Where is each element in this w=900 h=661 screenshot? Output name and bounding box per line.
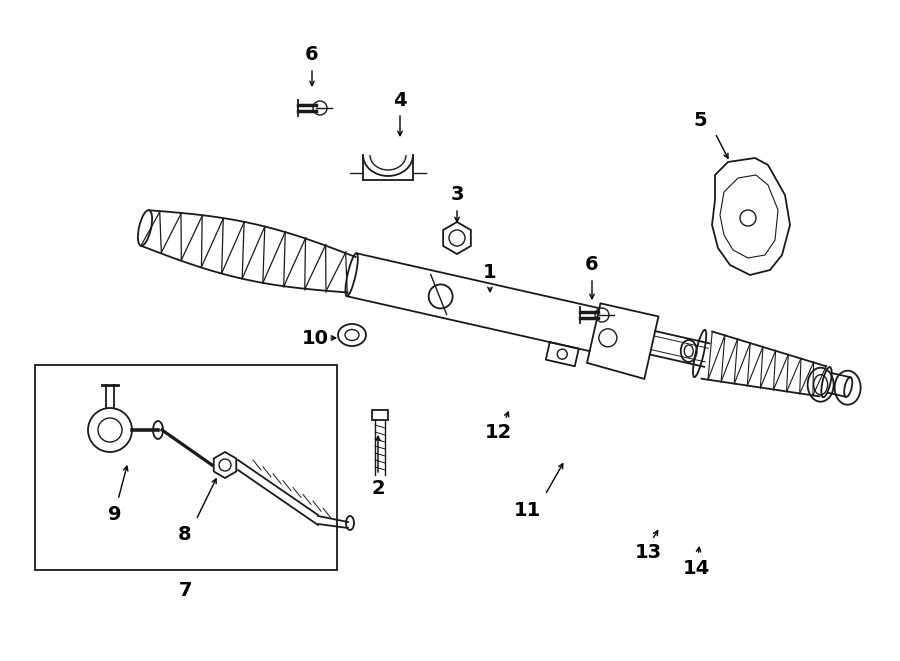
Text: 3: 3 bbox=[450, 186, 464, 204]
Text: 4: 4 bbox=[393, 91, 407, 110]
Text: 6: 6 bbox=[305, 46, 319, 65]
Text: 10: 10 bbox=[302, 329, 328, 348]
Text: 5: 5 bbox=[693, 110, 706, 130]
Polygon shape bbox=[443, 222, 471, 254]
Text: 13: 13 bbox=[634, 543, 662, 561]
Text: 8: 8 bbox=[178, 525, 192, 545]
Bar bbox=[372, 410, 388, 420]
Text: 2: 2 bbox=[371, 479, 385, 498]
Text: 6: 6 bbox=[585, 256, 598, 274]
Bar bbox=[35, 365, 337, 570]
Text: 14: 14 bbox=[682, 559, 709, 578]
Text: 9: 9 bbox=[108, 506, 122, 524]
Text: 11: 11 bbox=[513, 500, 541, 520]
Text: 1: 1 bbox=[483, 262, 497, 282]
Text: 12: 12 bbox=[484, 424, 511, 442]
Polygon shape bbox=[213, 452, 237, 478]
Text: 7: 7 bbox=[179, 580, 193, 600]
